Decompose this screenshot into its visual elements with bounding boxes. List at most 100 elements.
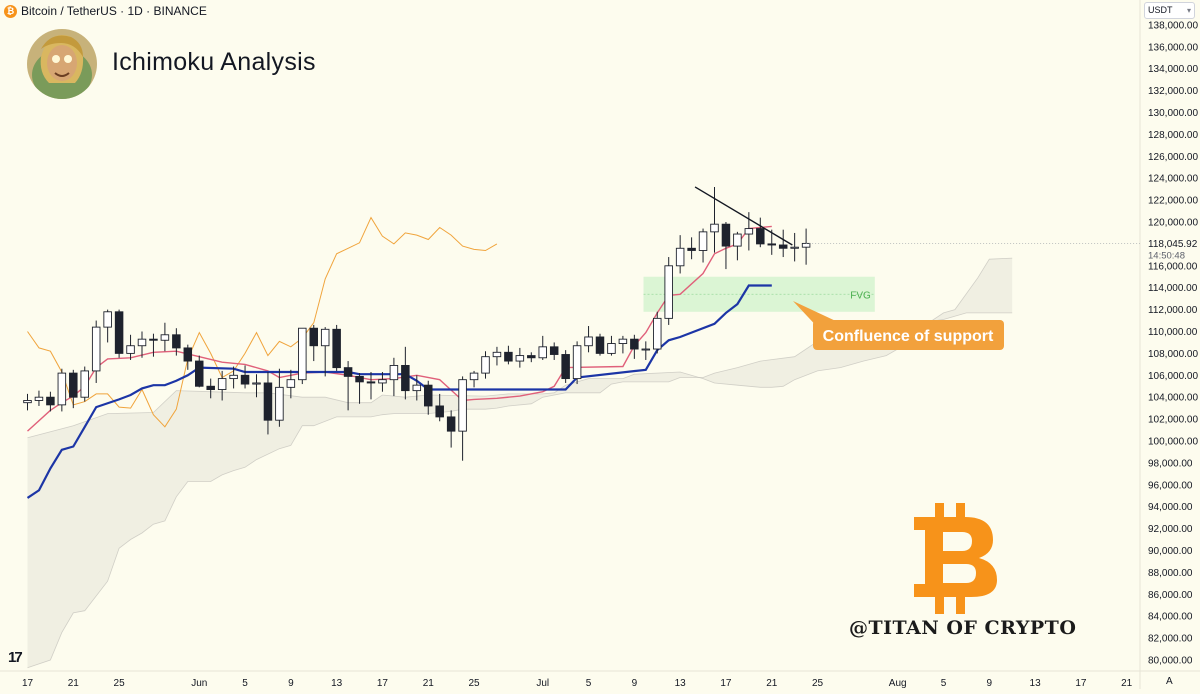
candle[interactable]: [194, 355, 204, 388]
candle-body: [194, 360, 204, 387]
candle[interactable]: [137, 331, 147, 358]
candle-body: [389, 364, 399, 381]
candle-body: [721, 223, 731, 247]
candle[interactable]: [309, 324, 319, 362]
candle-body: [206, 385, 215, 390]
x-tick-label: 25: [114, 678, 126, 689]
candle[interactable]: [756, 217, 765, 248]
candle[interactable]: [355, 373, 364, 404]
candle[interactable]: [366, 372, 376, 400]
bitcoin-coin-icon: ₿: [4, 4, 17, 18]
candle[interactable]: [538, 335, 548, 360]
candle[interactable]: [435, 393, 444, 422]
candle[interactable]: [641, 341, 651, 360]
y-tick-label: 108,000.00: [1148, 349, 1198, 360]
candle[interactable]: [458, 376, 467, 461]
chevron-down-icon: ▾: [1186, 6, 1191, 15]
candle[interactable]: [572, 341, 582, 385]
candle[interactable]: [687, 237, 696, 260]
candle[interactable]: [446, 410, 456, 448]
candle[interactable]: [252, 374, 261, 398]
bitcoin-bar-bottom-left: [935, 594, 944, 614]
currency-select[interactable]: USDT ▾: [1144, 2, 1195, 19]
candle[interactable]: [126, 334, 135, 360]
candle[interactable]: [103, 309, 112, 343]
candle-body: [229, 374, 238, 380]
callout: Confluence of support: [793, 301, 1004, 350]
fvg-zone: FVG: [643, 276, 875, 312]
candle[interactable]: [469, 370, 479, 388]
candle[interactable]: [549, 342, 559, 360]
candle[interactable]: [595, 333, 605, 356]
candle[interactable]: [217, 370, 227, 401]
candle[interactable]: [721, 222, 731, 270]
candle[interactable]: [23, 393, 32, 411]
candle[interactable]: [664, 257, 673, 325]
candle[interactable]: [34, 390, 44, 406]
candle[interactable]: [46, 391, 55, 412]
candle-body: [114, 311, 124, 354]
candle[interactable]: [80, 366, 89, 402]
x-tick-label: 13: [675, 678, 687, 689]
candle[interactable]: [320, 327, 330, 377]
candle[interactable]: [653, 311, 662, 354]
candle[interactable]: [69, 369, 78, 409]
symbol-header[interactable]: ₿ Bitcoin / TetherUS · 1D · BINANCE: [4, 3, 207, 19]
candle[interactable]: [481, 351, 490, 379]
x-tick-label: 5: [941, 678, 947, 689]
candle-body: [664, 265, 673, 319]
auto-scale-button[interactable]: A: [1166, 676, 1173, 687]
candle[interactable]: [504, 345, 513, 365]
candle[interactable]: [172, 328, 181, 356]
trendline: [694, 186, 793, 246]
candle[interactable]: [91, 320, 101, 383]
candle-body: [733, 233, 742, 247]
candle[interactable]: [240, 365, 250, 389]
candle-body: [527, 355, 536, 359]
candle[interactable]: [698, 228, 708, 263]
candle[interactable]: [767, 229, 777, 255]
candle[interactable]: [618, 335, 628, 354]
symbol-info[interactable]: Bitcoin / TetherUS · 1D · BINANCE: [21, 4, 207, 18]
candle[interactable]: [561, 350, 570, 383]
candle[interactable]: [275, 368, 284, 427]
candle[interactable]: [149, 333, 158, 357]
y-tick-label: 92,000.00: [1148, 524, 1193, 535]
candle[interactable]: [492, 346, 502, 366]
candle[interactable]: [57, 368, 67, 412]
candle[interactable]: [114, 309, 124, 358]
candle[interactable]: [229, 366, 238, 389]
candle[interactable]: [298, 327, 307, 385]
candle[interactable]: [389, 357, 399, 397]
candle[interactable]: [778, 229, 788, 258]
candle[interactable]: [160, 322, 170, 352]
descending-trendline[interactable]: [694, 186, 793, 246]
candle[interactable]: [378, 372, 387, 392]
candle[interactable]: [515, 347, 525, 368]
candle[interactable]: [286, 369, 296, 399]
x-tick-label: 5: [586, 678, 592, 689]
candle[interactable]: [675, 235, 685, 274]
candle-body: [698, 231, 708, 251]
candle[interactable]: [607, 335, 616, 356]
candle[interactable]: [733, 231, 742, 261]
bitcoin-bar-top-right: [956, 503, 965, 519]
candle[interactable]: [424, 380, 433, 415]
candle[interactable]: [343, 361, 353, 411]
candle[interactable]: [584, 326, 593, 353]
candle[interactable]: [206, 378, 215, 399]
candle[interactable]: [332, 324, 341, 371]
candle-body: [653, 317, 662, 350]
fvg-label: FVG: [850, 290, 871, 301]
candle[interactable]: [263, 372, 273, 435]
candle[interactable]: [790, 232, 799, 262]
candle[interactable]: [401, 346, 410, 400]
candle[interactable]: [630, 334, 639, 359]
candle[interactable]: [412, 375, 422, 401]
y-tick-label: 120,000.00: [1148, 218, 1198, 229]
tradingview-logo[interactable]: 17: [8, 649, 23, 666]
candle[interactable]: [183, 344, 193, 370]
candle[interactable]: [527, 352, 536, 363]
